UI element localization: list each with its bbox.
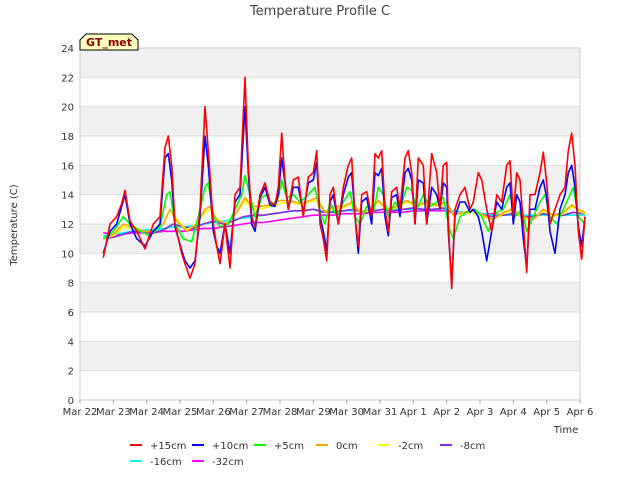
y-tick-label: 10 xyxy=(61,249,74,260)
y-tick-label: 18 xyxy=(61,132,74,143)
y-tick-label: 6 xyxy=(68,308,74,319)
y-tick-label: 8 xyxy=(68,279,74,290)
legend-label: -2cm xyxy=(398,441,423,452)
x-tick-label: Mar 27 xyxy=(229,407,264,418)
series-line-+15cm xyxy=(102,76,586,290)
legend-item: -32cm xyxy=(192,457,244,468)
y-tick-label: 16 xyxy=(61,161,74,172)
site-badge: GT_met xyxy=(79,33,139,51)
x-tick-label: Apr 4 xyxy=(500,407,527,418)
legend-label: -32cm xyxy=(212,457,244,468)
x-tick-label: Apr 3 xyxy=(467,407,494,418)
x-tick-label: Mar 29 xyxy=(296,407,331,418)
y-tick-label: 14 xyxy=(61,191,74,202)
y-tick-label: 0 xyxy=(68,396,74,407)
x-tick-label: Mar 31 xyxy=(363,407,398,418)
series-line--2cm xyxy=(103,199,586,240)
grid-band xyxy=(80,48,580,78)
x-axis-label: Time xyxy=(553,425,578,436)
series-layer xyxy=(102,76,586,290)
site-badge-box xyxy=(79,33,139,51)
x-tick-label: Mar 23 xyxy=(96,407,131,418)
legend-item: 0cm xyxy=(316,441,358,452)
y-tick-label: 24 xyxy=(61,44,74,55)
grid-band xyxy=(80,282,580,312)
legend-item: -2cm xyxy=(378,441,423,452)
legend-label: -8cm xyxy=(460,441,485,452)
grid-band xyxy=(80,341,580,371)
y-tick-label: 2 xyxy=(68,367,74,378)
y-axis-label: Temperature (C) xyxy=(9,184,20,266)
plot-frame xyxy=(79,47,581,401)
legend-label: 0cm xyxy=(336,441,358,452)
chart-title: Temperature Profile C xyxy=(249,4,390,19)
legend-item: -16cm xyxy=(130,457,182,468)
y-tick-label: 12 xyxy=(61,220,74,231)
y-tick-label: 22 xyxy=(61,73,74,84)
legend-item: +15cm xyxy=(130,441,186,452)
legend-label: +10cm xyxy=(212,441,248,452)
y-tick-label: 20 xyxy=(61,103,74,114)
x-tick-label: Mar 28 xyxy=(263,407,298,418)
legend-item: -8cm xyxy=(440,441,485,452)
x-tick-label: Mar 22 xyxy=(63,407,98,418)
legend-label: +15cm xyxy=(150,441,186,452)
x-tick-label: Apr 6 xyxy=(567,407,594,418)
x-tick-label: Apr 1 xyxy=(400,407,427,418)
grid-band xyxy=(80,106,580,136)
y-tick-label: 4 xyxy=(68,337,74,348)
x-tick-label: Mar 26 xyxy=(196,407,231,418)
legend-label: +5cm xyxy=(274,441,304,452)
x-tick-label: Mar 25 xyxy=(163,407,198,418)
x-tick-label: Mar 30 xyxy=(329,407,364,418)
legend-item: +10cm xyxy=(192,441,248,452)
legend-item: +5cm xyxy=(254,441,304,452)
x-tick-label: Mar 24 xyxy=(129,407,164,418)
series-line-0cm xyxy=(102,196,586,240)
legend-label: -16cm xyxy=(150,457,182,468)
legend: +15cm +10cm +5cm 0cm -2cm -8cm -16cm -32cm xyxy=(130,441,485,468)
site-badge-label: GT_met xyxy=(86,36,132,49)
x-tick-label: Apr 2 xyxy=(433,407,460,418)
x-tick-label: Apr 5 xyxy=(533,407,560,418)
